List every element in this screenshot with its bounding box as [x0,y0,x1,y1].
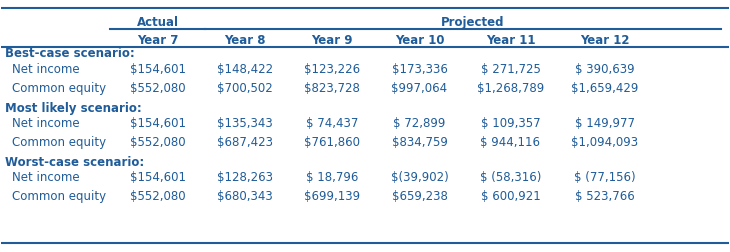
Text: $ (58,316): $ (58,316) [480,171,541,184]
Text: $148,422: $148,422 [217,62,273,75]
Text: Common equity: Common equity [12,190,107,203]
Text: $154,601: $154,601 [130,62,185,75]
Text: $ 74,437: $ 74,437 [306,117,358,130]
Text: $1,268,789: $1,268,789 [477,81,544,94]
Text: Year 9: Year 9 [312,34,353,46]
Text: $154,601: $154,601 [130,117,185,130]
Text: Year 10: Year 10 [395,34,445,46]
Text: Net income: Net income [12,62,80,75]
Text: Projected: Projected [440,16,504,29]
Text: $700,502: $700,502 [217,81,273,94]
Text: Year 7: Year 7 [137,34,178,46]
Text: $173,336: $173,336 [391,62,447,75]
Text: Worst-case scenario:: Worst-case scenario: [5,155,145,168]
Text: Year 8: Year 8 [224,34,266,46]
Text: $552,080: $552,080 [130,81,185,94]
Text: $ 271,725: $ 271,725 [480,62,540,75]
Text: $ 109,357: $ 109,357 [480,117,540,130]
Text: $ 149,977: $ 149,977 [575,117,635,130]
Text: $834,759: $834,759 [391,136,447,148]
Text: $154,601: $154,601 [130,171,185,184]
Text: Year 11: Year 11 [485,34,535,46]
Text: $ 944,116: $ 944,116 [480,136,540,148]
Text: Common equity: Common equity [12,136,107,148]
Text: $823,728: $823,728 [304,81,360,94]
Text: $ (77,156): $ (77,156) [575,171,636,184]
Text: $135,343: $135,343 [217,117,273,130]
Text: $(39,902): $(39,902) [391,171,448,184]
Text: $ 600,921: $ 600,921 [480,190,540,203]
Text: $123,226: $123,226 [304,62,361,75]
Text: $997,064: $997,064 [391,81,447,94]
Text: $552,080: $552,080 [130,190,185,203]
Text: $ 390,639: $ 390,639 [575,62,635,75]
Text: $552,080: $552,080 [130,136,185,148]
Text: Net income: Net income [12,117,80,130]
Text: $1,094,093: $1,094,093 [572,136,639,148]
Text: $ 523,766: $ 523,766 [575,190,635,203]
Text: $680,343: $680,343 [217,190,273,203]
Text: Year 12: Year 12 [580,34,630,46]
Text: $687,423: $687,423 [217,136,273,148]
Text: Best-case scenario:: Best-case scenario: [5,47,135,60]
Text: $699,139: $699,139 [304,190,361,203]
Text: Common equity: Common equity [12,81,107,94]
Text: $ 18,796: $ 18,796 [306,171,358,184]
Text: Actual: Actual [137,16,179,29]
Text: $761,860: $761,860 [304,136,361,148]
Text: Net income: Net income [12,171,80,184]
Text: $1,659,429: $1,659,429 [572,81,639,94]
Text: Most likely scenario:: Most likely scenario: [5,101,142,114]
Text: $128,263: $128,263 [217,171,273,184]
Text: $659,238: $659,238 [391,190,447,203]
Text: $ 72,899: $ 72,899 [393,117,446,130]
